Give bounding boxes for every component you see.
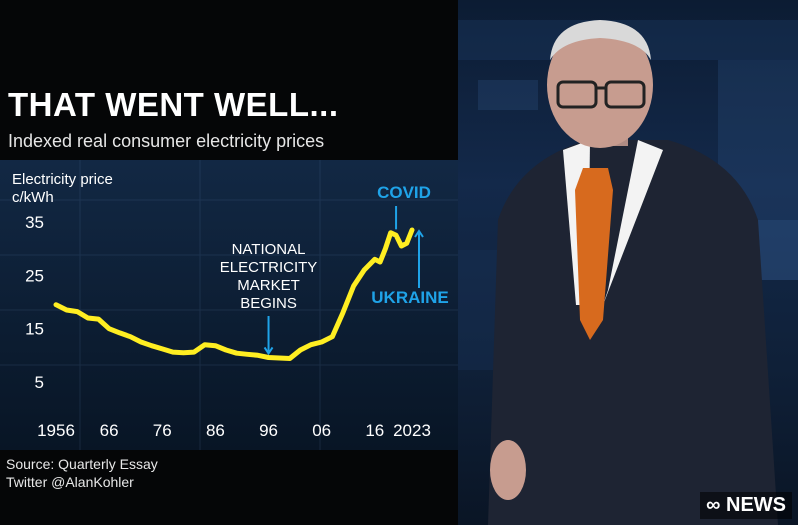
price-data-point <box>267 355 271 359</box>
price-data-point <box>330 335 334 339</box>
price-data-point <box>298 348 302 352</box>
price-data-point <box>54 303 58 307</box>
chart-background <box>0 160 458 450</box>
price-data-point <box>309 343 313 347</box>
news-logo-text: NEWS <box>726 494 786 516</box>
price-data-point <box>160 347 164 351</box>
price-data-point <box>245 352 249 356</box>
price-data-point <box>171 350 175 354</box>
abc-news-logo: ∞ NEWS <box>700 492 792 519</box>
price-data-point <box>192 350 196 354</box>
source-credit: Source: Quarterly Essay Twitter @AlanKoh… <box>6 455 158 491</box>
price-data-point <box>394 233 398 237</box>
price-data-point <box>383 247 387 251</box>
price-data-point <box>389 231 393 235</box>
electricity-price-chart: Electricity price c/kWh 5 15 25 35 1956 66 76… <box>0 160 458 450</box>
nem-annotation-text: NATIONAL <box>232 241 306 258</box>
y-axis-label-line-1: Electricity price <box>12 171 113 188</box>
price-data-point <box>203 343 207 347</box>
nem-annotation-text: MARKET <box>237 277 300 294</box>
price-data-point <box>65 308 69 312</box>
price-data-point <box>405 241 409 245</box>
price-data-point <box>118 331 122 335</box>
price-data-point <box>256 353 260 357</box>
price-data-point <box>410 228 414 232</box>
price-data-point <box>97 317 101 321</box>
y-axis-label-line-2: c/kWh <box>12 189 54 206</box>
glasses-right-lens <box>604 80 646 109</box>
presenter-illustration <box>458 20 798 525</box>
x-tick-label: 96 <box>259 421 278 440</box>
price-data-point <box>224 348 228 352</box>
price-data-point <box>277 356 281 360</box>
graphic-subtitle: Indexed real consumer electricity prices <box>8 131 325 151</box>
ukraine-annotation-text: UKRAINE <box>371 288 448 307</box>
x-tick-label: 86 <box>206 421 225 440</box>
presenter-hand <box>490 440 526 500</box>
y-tick-label: 35 <box>25 213 44 232</box>
y-tick-label: 5 <box>35 373 44 392</box>
presenter-video-panel: ∞ NEWS <box>458 0 798 525</box>
twitter-line: Twitter @AlanKohler <box>6 474 134 490</box>
price-data-point <box>341 311 345 315</box>
covid-annotation-text: COVID <box>377 183 431 202</box>
presenter-face <box>547 22 653 148</box>
price-data-point <box>150 344 154 348</box>
price-data-point <box>139 340 143 344</box>
price-data-point <box>213 344 217 348</box>
x-tick-label: 1956 <box>37 421 75 440</box>
suit-jacket <box>488 140 778 525</box>
x-tick-label: 2023 <box>393 421 431 440</box>
orange-tie <box>575 168 613 340</box>
price-data-point <box>288 357 292 361</box>
nem-arrowhead <box>263 346 274 356</box>
x-tick-label: 76 <box>153 421 172 440</box>
price-data-point <box>107 327 111 331</box>
x-tick-label: 16 <box>365 421 384 440</box>
shirt-collar-right <box>603 140 663 305</box>
x-tick-label: 66 <box>100 421 119 440</box>
price-data-point <box>320 340 324 344</box>
price-data-point <box>75 310 79 314</box>
price-data-point <box>378 260 382 264</box>
y-tick-label: 25 <box>25 266 44 285</box>
glasses-left-lens <box>556 80 598 109</box>
price-data-point <box>373 257 377 261</box>
price-data-point <box>362 268 366 272</box>
price-data-point <box>235 351 239 355</box>
price-data-point <box>86 316 90 320</box>
y-tick-label: 15 <box>25 320 44 339</box>
x-tick-label: 06 <box>312 421 331 440</box>
abc-logo-icon: ∞ <box>706 494 721 516</box>
ukraine-arrowhead <box>414 229 424 238</box>
graphic-title: THAT WENT WELL... <box>8 86 339 123</box>
price-data-point <box>182 351 186 355</box>
chart-graphic-panel: THAT WENT WELL... Indexed real consumer … <box>0 86 458 491</box>
price-data-point <box>352 284 356 288</box>
nem-annotation-text: BEGINS <box>240 295 297 312</box>
presenter-hair <box>550 20 651 60</box>
price-data-point <box>128 335 132 339</box>
nem-annotation-text: ELECTRICITY <box>220 259 318 276</box>
price-data-point <box>399 244 403 248</box>
source-line: Source: Quarterly Essay <box>6 456 158 472</box>
